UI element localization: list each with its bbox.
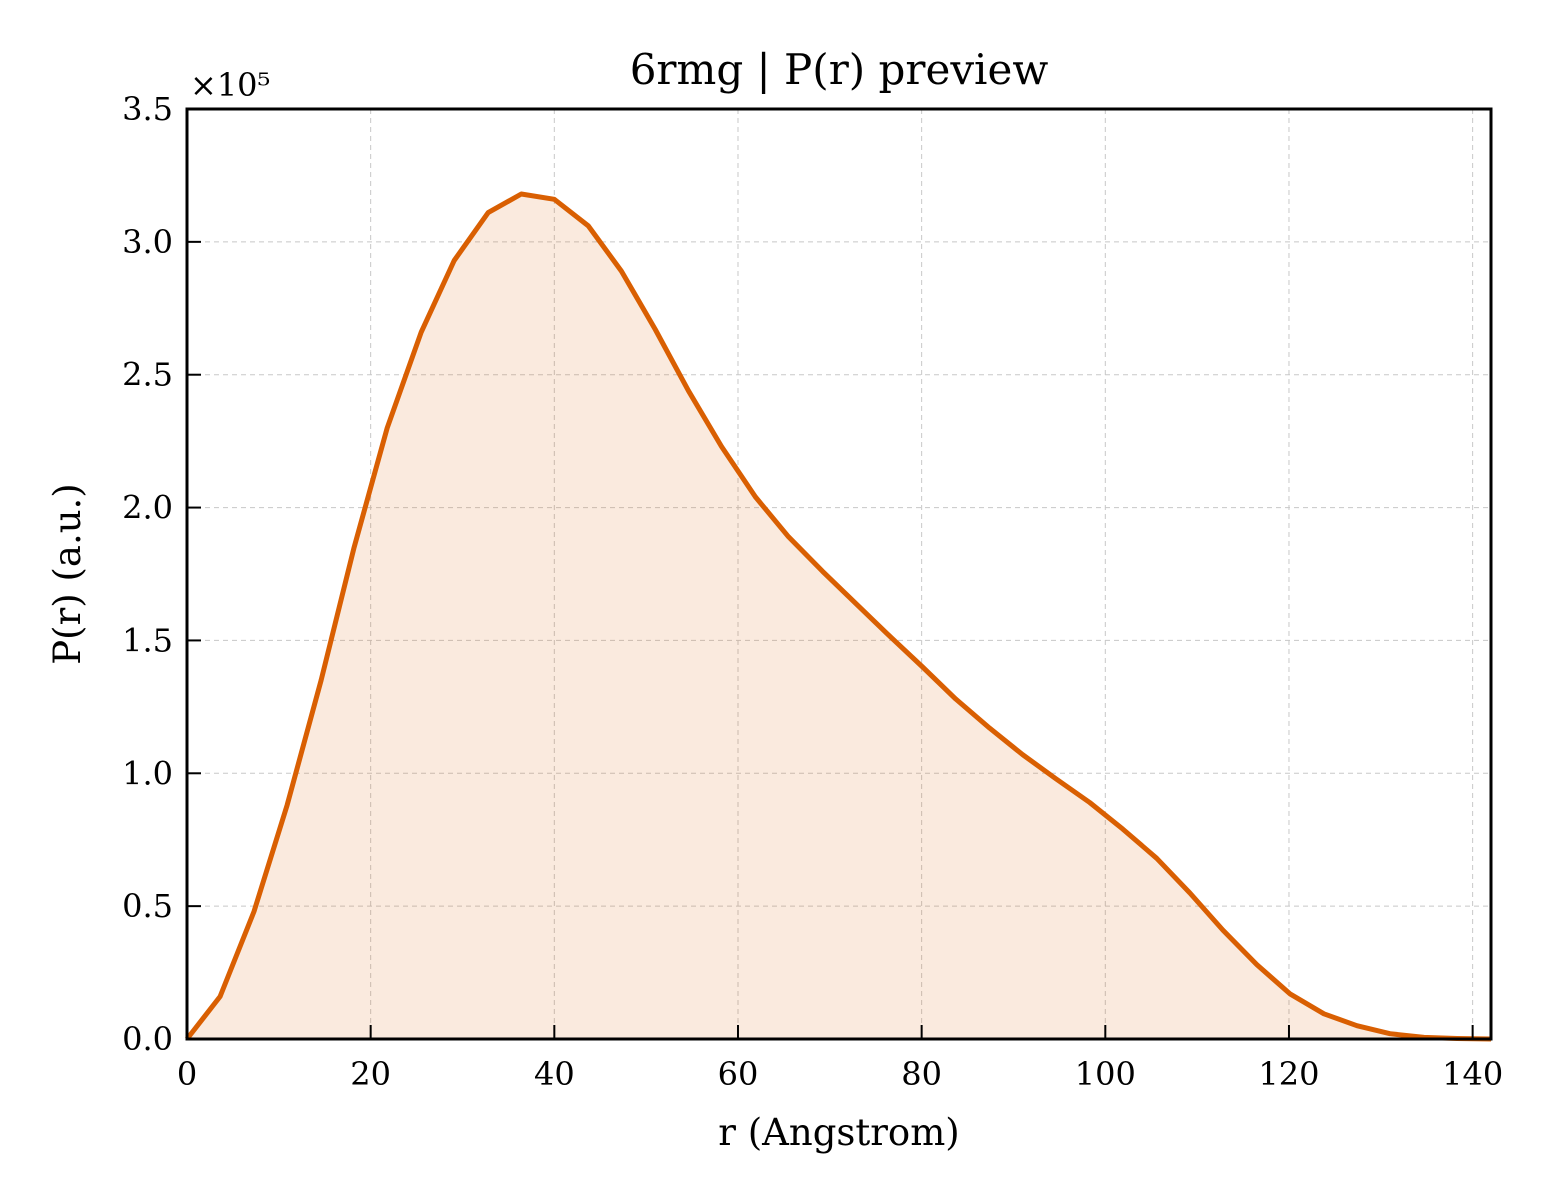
y-multiplier-label: ×10⁵: [190, 66, 270, 104]
tick-marks: [186, 108, 1474, 1040]
y-tick-label: 0.0: [122, 1020, 173, 1058]
x-tick-label: 20: [350, 1055, 391, 1093]
y-tick-label: 1.0: [122, 754, 173, 792]
x-tick-labels: 0 20 40 60 80 100 120 140: [177, 1055, 1503, 1093]
y-tick-label: 3.5: [122, 90, 173, 128]
plot-frame: [185, 107, 1493, 1041]
x-tick-label: 120: [1258, 1055, 1319, 1093]
y-axis-label: P(r) (a.u.): [46, 483, 89, 665]
y-tick-label: 0.5: [122, 887, 173, 925]
y-tick-label: 2.5: [122, 356, 173, 394]
y-tick-label: 1.5: [122, 621, 173, 659]
x-tick-label: 80: [901, 1055, 942, 1093]
x-tick-label: 40: [534, 1055, 575, 1093]
y-tick-label: 2.0: [122, 489, 173, 527]
x-tick-label: 0: [177, 1055, 197, 1093]
series-area-fill: [187, 194, 1491, 1039]
series-line: [185, 191, 1492, 1042]
x-tick-label: 100: [1075, 1055, 1136, 1093]
y-tick-labels: 0.0 0.5 1.0 1.5 2.0 2.5 3.0 3.5: [122, 90, 173, 1058]
x-axis-label: r (Angstrom): [718, 1111, 959, 1154]
chart-title: 6rmg | P(r) preview: [630, 45, 1049, 94]
x-tick-label: 60: [718, 1055, 759, 1093]
x-tick-label: 140: [1442, 1055, 1503, 1093]
y-tick-label: 3.0: [122, 223, 173, 261]
